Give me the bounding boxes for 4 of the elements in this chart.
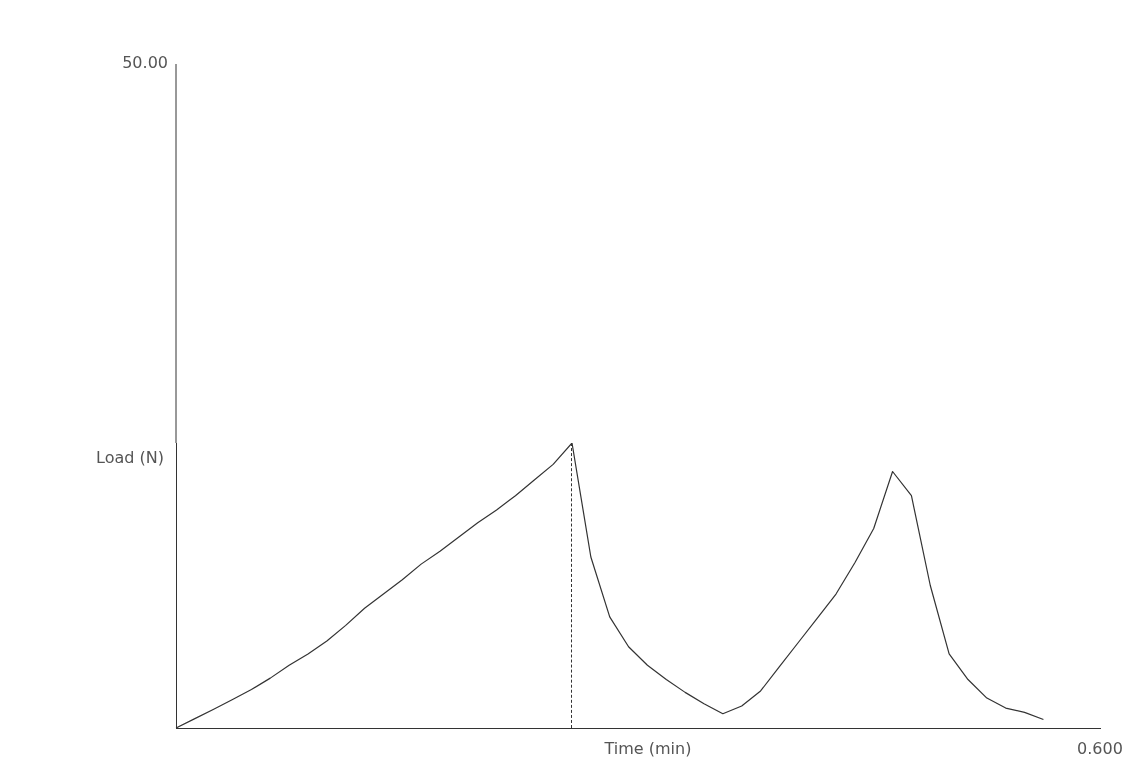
text: 50.00 (122, 53, 168, 73)
y-axis-title: Load (N) (96, 448, 164, 468)
text: 0.600 (1077, 739, 1123, 759)
x-axis-title: Time (min) (603, 739, 692, 759)
